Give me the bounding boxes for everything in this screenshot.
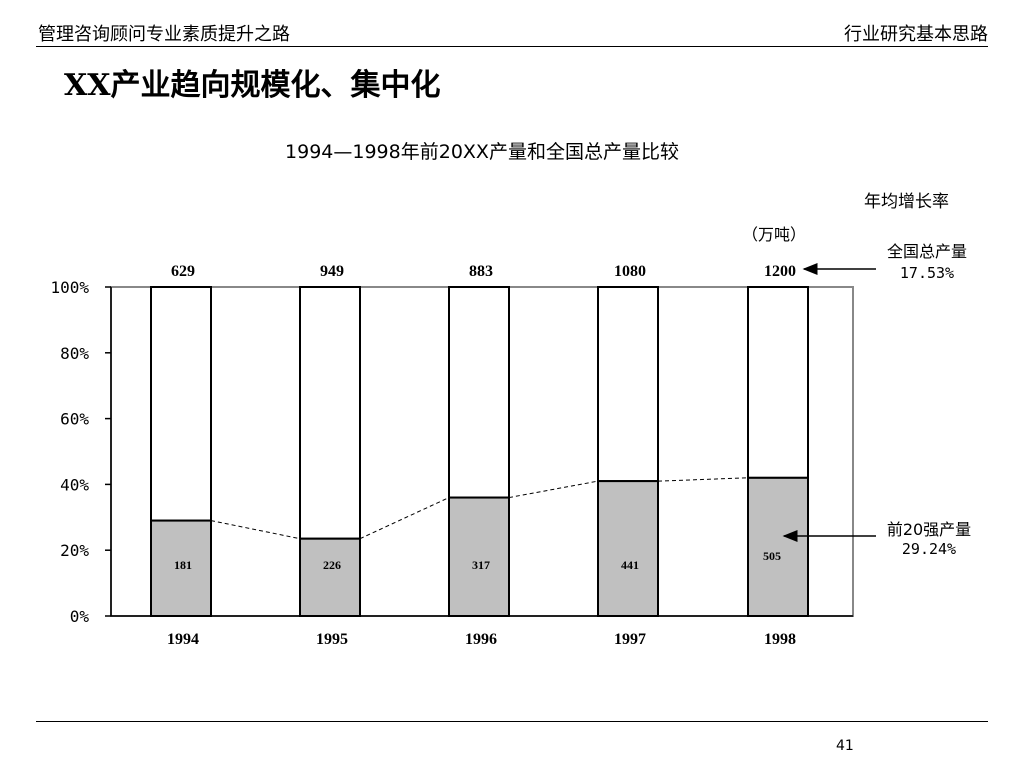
bar-top20-segment xyxy=(597,480,659,617)
bar-rest-segment xyxy=(597,286,659,483)
top20-value-label: 317 xyxy=(472,558,490,572)
trend-line-segment xyxy=(508,480,599,499)
bar-rest-segment xyxy=(448,286,510,499)
category-label: 1998 xyxy=(764,631,796,648)
total-value-label: 949 xyxy=(320,263,344,280)
total-value-label: 1200 xyxy=(764,263,796,280)
header-right-title: 行业研究基本思路 xyxy=(844,24,988,45)
header-divider xyxy=(36,46,988,47)
top20-value-label: 505 xyxy=(763,549,781,563)
total-value-label: 883 xyxy=(469,263,493,280)
category-label: 1994 xyxy=(167,631,199,648)
y-tick-label: 60% xyxy=(60,410,89,429)
total-value-label: 1080 xyxy=(614,263,646,280)
total-output-label: 全国总产量 xyxy=(886,242,967,261)
top20-output-label: 前20强产量 xyxy=(886,520,972,539)
y-tick-label: 0% xyxy=(70,607,90,626)
category-label: 1997 xyxy=(614,631,646,648)
trend-line-segment xyxy=(359,497,450,540)
y-tick-label: 20% xyxy=(60,541,89,560)
category-label: 1995 xyxy=(316,631,348,648)
page-number: 41 xyxy=(836,738,854,754)
total-growth-rate: 17.53% xyxy=(899,264,955,282)
top20-value-label: 181 xyxy=(174,558,192,572)
bar-top20-segment xyxy=(747,476,809,617)
top20-growth-rate: 29.24% xyxy=(901,540,957,558)
top20-value-label: 441 xyxy=(621,558,639,572)
slide-title: XX产业趋向规模化、集中化 xyxy=(64,68,441,103)
category-label: 1996 xyxy=(465,631,497,648)
header-left-title: 管理咨询顾问专业素质提升之路 xyxy=(38,24,290,45)
bar-top20-segment xyxy=(150,519,212,618)
trend-line-segment xyxy=(210,520,301,540)
growth-rate-heading: 年均增长率 xyxy=(864,192,949,212)
total-value-label: 629 xyxy=(171,263,195,280)
bar-top20-segment xyxy=(448,496,510,617)
bar-rest-segment xyxy=(299,286,361,540)
top20-value-label: 226 xyxy=(323,558,341,572)
y-tick-label: 100% xyxy=(50,278,89,297)
bar-rest-segment xyxy=(150,286,212,522)
bar-top20-segment xyxy=(299,537,361,617)
y-tick-label: 40% xyxy=(60,475,89,494)
y-tick-label: 80% xyxy=(60,344,89,363)
trend-line-segment xyxy=(657,477,749,482)
chart-title: 1994—1998年前20XX产量和全国总产量比较 xyxy=(285,141,679,163)
bar-rest-segment xyxy=(747,286,809,479)
unit-label: （万吨） xyxy=(742,225,807,244)
footer-divider xyxy=(36,721,988,722)
